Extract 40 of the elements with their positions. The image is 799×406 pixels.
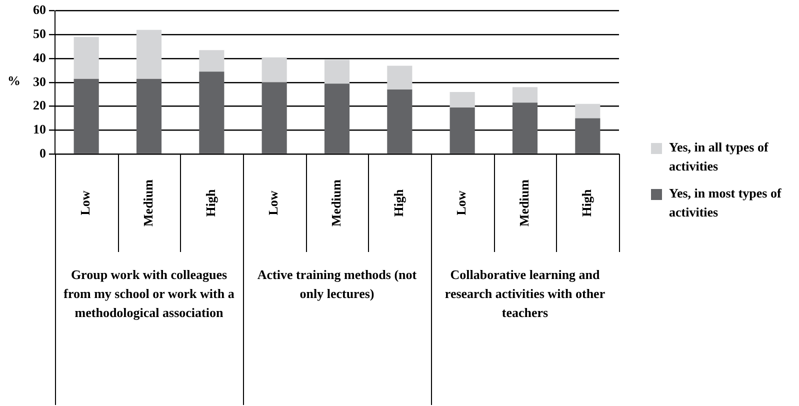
text: Active training methods (not only lectures) <box>257 266 418 301</box>
bar <box>199 50 224 72</box>
text: Group work with colleagues from my school or work with a methodological association <box>64 266 235 320</box>
bar <box>199 72 224 154</box>
x-tick-label: High <box>391 188 406 217</box>
x-tick-label: High <box>579 188 594 217</box>
legend-label: Yes, in all types of activities <box>669 139 769 174</box>
x-tick-label: Low <box>454 190 469 216</box>
bar <box>450 92 475 108</box>
y-tick-label: 20 <box>33 98 46 113</box>
y-tick-label: 10 <box>33 121 46 136</box>
y-tick-label: 60 <box>33 2 46 18</box>
y-axis-title: % <box>8 72 20 88</box>
bar <box>450 107 475 154</box>
x-tick-label: Medium <box>140 179 156 226</box>
bar <box>512 102 538 154</box>
bar <box>512 87 538 103</box>
bar <box>387 90 412 154</box>
x-tick-label: Low <box>266 190 281 216</box>
y-tick-label: 0 <box>40 145 46 160</box>
bar <box>74 78 99 154</box>
bar <box>324 84 350 154</box>
bar <box>262 57 287 82</box>
bar <box>387 66 412 90</box>
bar <box>136 30 162 79</box>
bar <box>324 60 350 84</box>
bar <box>74 37 99 79</box>
bar <box>262 82 287 154</box>
bar <box>575 104 600 118</box>
y-tick-label: 50 <box>33 26 46 42</box>
text: Collaborative learning and research activities with other teachers <box>444 266 606 320</box>
y-tick-label: 40 <box>33 50 46 65</box>
x-tick-label: Low <box>78 190 93 216</box>
legend-label: Yes, in most types of activities <box>669 185 782 220</box>
bar <box>575 118 600 154</box>
x-tick-label: Medium <box>328 179 344 226</box>
x-tick-label: High <box>203 188 218 217</box>
x-tick-label: Medium <box>516 179 532 226</box>
y-tick-label: 30 <box>33 74 46 89</box>
bar <box>136 78 162 154</box>
